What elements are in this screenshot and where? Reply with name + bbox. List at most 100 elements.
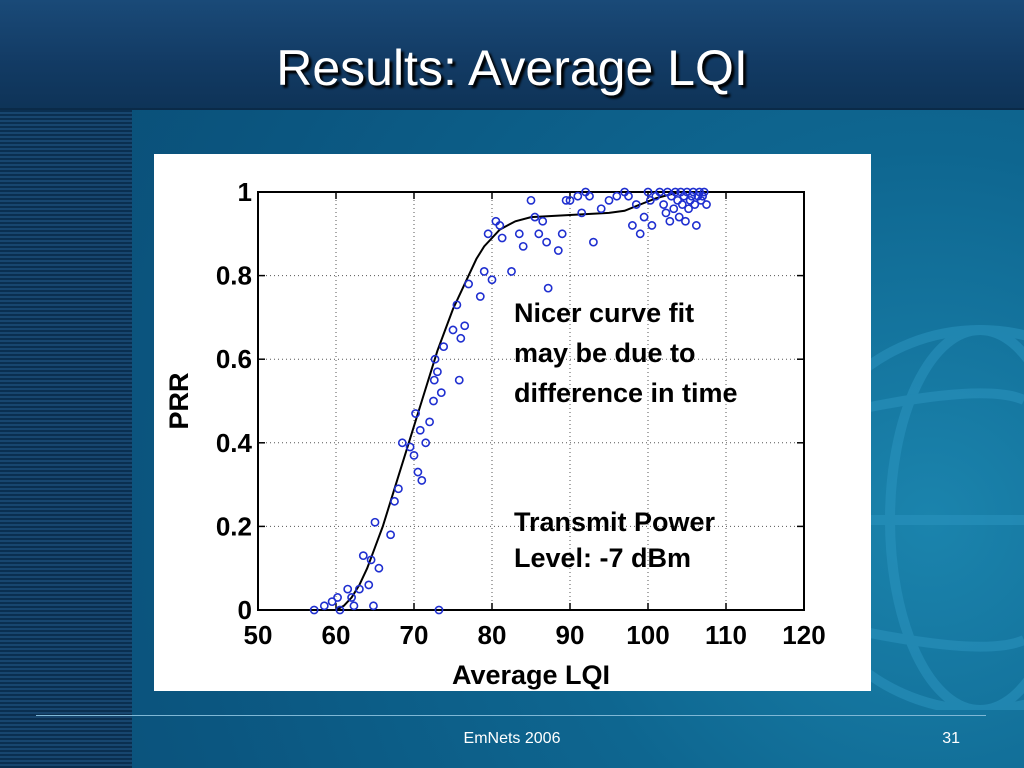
data-point — [691, 221, 701, 230]
data-points — [309, 187, 711, 615]
annotation-line: Nicer curve fit — [514, 298, 694, 328]
data-point — [397, 438, 407, 448]
annotation-line: Level: -7 dBm — [514, 543, 691, 573]
data-point — [434, 605, 444, 615]
data-point — [561, 195, 571, 205]
data-point — [518, 241, 528, 251]
grid — [258, 192, 804, 610]
data-point — [577, 208, 587, 218]
data-point — [573, 191, 583, 201]
data-point — [665, 216, 675, 226]
plot-frame — [257, 191, 805, 611]
y-tick-label: 0.8 — [216, 261, 252, 291]
data-point — [526, 195, 536, 205]
data-point — [635, 229, 645, 239]
data-point — [670, 187, 680, 197]
x-tick-label: 90 — [556, 620, 585, 650]
x-tick-label: 50 — [244, 620, 273, 650]
data-point — [354, 584, 364, 594]
y-tick-label: 0.6 — [216, 344, 252, 374]
data-point — [669, 204, 679, 214]
data-point — [702, 200, 711, 209]
data-point — [347, 593, 356, 602]
annotation-transmit-power: Transmit Power Level: -7 dBm — [514, 507, 723, 573]
data-point — [696, 195, 706, 205]
data-point — [349, 601, 359, 611]
data-point — [514, 229, 524, 239]
data-point — [411, 409, 420, 418]
data-point — [487, 275, 497, 285]
data-point — [358, 551, 368, 561]
annotation-line: difference in time — [514, 378, 738, 408]
y-axis-label: PRR — [164, 372, 194, 429]
data-point — [627, 221, 637, 230]
data-point — [645, 195, 655, 205]
data-point — [460, 321, 470, 331]
data-point — [417, 476, 427, 485]
data-point — [553, 246, 563, 255]
data-point — [386, 530, 395, 540]
data-point — [364, 580, 374, 590]
data-point — [643, 187, 653, 197]
data-point — [327, 597, 337, 607]
data-point — [687, 191, 697, 201]
data-point — [588, 237, 598, 247]
data-point — [343, 584, 353, 594]
annotation-line: may be due to — [514, 338, 696, 368]
data-point — [585, 191, 594, 201]
data-point — [333, 593, 342, 602]
data-point — [612, 191, 622, 201]
data-point — [319, 601, 329, 611]
data-point — [690, 200, 700, 209]
data-point — [436, 388, 446, 398]
left-stripe-panel — [0, 110, 132, 768]
data-point — [507, 267, 516, 276]
x-axis-label: Average LQI — [452, 660, 610, 690]
data-point — [596, 204, 606, 214]
x-tick-label: 120 — [782, 620, 825, 650]
x-tick-label: 80 — [478, 620, 507, 650]
data-point — [483, 229, 493, 239]
data-point — [374, 563, 384, 573]
data-point — [448, 325, 458, 335]
data-point — [390, 496, 399, 506]
data-point — [432, 367, 442, 377]
data-point — [543, 283, 553, 293]
data-point — [557, 229, 567, 239]
data-point — [542, 237, 551, 247]
data-point — [534, 229, 544, 239]
data-point — [698, 191, 707, 201]
data-point — [631, 200, 641, 209]
data-point — [415, 425, 425, 435]
data-point — [405, 442, 415, 452]
data-point — [538, 216, 548, 226]
data-point — [454, 375, 464, 385]
data-point — [674, 212, 684, 222]
title-divider — [0, 108, 1024, 110]
annotation-line: Transmit Power — [514, 507, 716, 537]
x-tick-label: 100 — [626, 620, 669, 650]
data-point — [659, 200, 668, 209]
data-point — [647, 221, 657, 230]
data-point — [684, 204, 693, 214]
data-point — [439, 342, 449, 352]
x-tick-label: 110 — [705, 620, 747, 650]
data-point — [430, 354, 440, 364]
data-point — [639, 212, 649, 222]
data-point — [429, 396, 438, 406]
data-point — [565, 195, 575, 205]
data-point — [370, 517, 380, 527]
y-tick-label: 1 — [238, 177, 252, 207]
footer-text: EmNets 2006 — [463, 730, 561, 747]
annotation-curve-fit: Nicer curve fit may be due to difference… — [514, 298, 738, 408]
y-tick-label: 0 — [238, 595, 252, 625]
axis-ticks: 50 60 70 80 90 100 110 120 0 0.2 0.4 0.6 0.8 1 — [216, 177, 826, 650]
data-point — [681, 216, 690, 226]
data-point — [425, 417, 434, 427]
data-point — [335, 605, 345, 615]
data-point — [497, 233, 507, 243]
data-point — [366, 555, 376, 565]
data-point — [413, 467, 423, 477]
data-point — [429, 375, 439, 385]
data-point — [369, 601, 378, 611]
